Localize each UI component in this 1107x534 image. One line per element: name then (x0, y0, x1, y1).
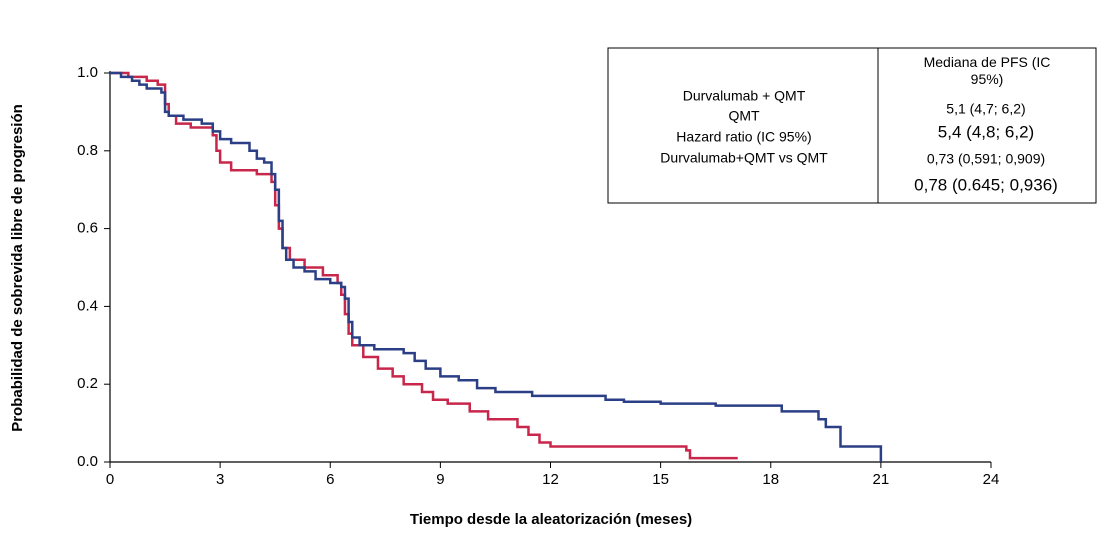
x-tick-label: 0 (106, 471, 114, 488)
legend-box (607, 47, 1097, 204)
y-tick-label: 0.6 (77, 220, 98, 237)
legend-text: 0,78 (0.645; 0,936) (914, 175, 1058, 194)
legend-text: 5,1 (4,7; 6,2) (946, 101, 1025, 117)
legend-text: 0,73 (0,591; 0,909) (927, 151, 1045, 167)
y-tick-label: 0.0 (77, 453, 98, 470)
legend-text: 5,4 (4,8; 6,2) (938, 122, 1034, 141)
x-tick-label: 3 (216, 471, 224, 488)
y-axis-title: Probabilidad de sobrevida libre de progr… (9, 104, 26, 432)
x-axis-title: Tiempo desde la aleatorización (meses) (410, 511, 692, 528)
x-tick-label: 18 (762, 471, 779, 488)
x-tick-label: 12 (542, 471, 559, 488)
x-tick-label: 21 (873, 471, 890, 488)
y-tick-label: 0.2 (77, 375, 98, 392)
y-tick-label: 0.8 (77, 142, 98, 159)
legend-entry: QMT (728, 108, 760, 124)
x-tick-label: 9 (436, 471, 444, 488)
legend-entry: Durvalumab + QMT (683, 88, 806, 104)
legend-text: Durvalumab+QMT vs QMT (660, 150, 828, 166)
y-tick-label: 1.0 (77, 64, 98, 81)
x-tick-label: 15 (652, 471, 669, 488)
legend-header: Mediana de PFS (IC 95%) (923, 54, 1051, 87)
survival-curve (110, 71, 883, 462)
survival-curve (110, 71, 738, 460)
y-tick-label: 0.4 (77, 297, 98, 314)
legend-text: Hazard ratio (IC 95%) (676, 129, 811, 145)
x-tick-label: 6 (326, 471, 334, 488)
x-tick-label: 24 (983, 471, 1000, 488)
legend-header-box: Mediana de PFS (IC 95%) (923, 54, 1051, 87)
